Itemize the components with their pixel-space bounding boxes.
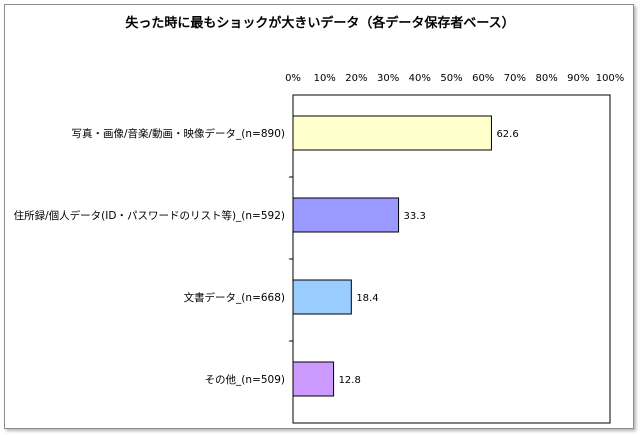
bar bbox=[292, 279, 352, 315]
category-label: 写真・画像/音楽/動画・映像データ_(n=890) bbox=[71, 127, 285, 140]
x-tick-label: 90% bbox=[567, 73, 589, 84]
bar-value-label: 33.3 bbox=[404, 211, 426, 222]
x-tick-label: 30% bbox=[377, 73, 399, 84]
x-tick-label: 0% bbox=[285, 73, 301, 84]
chart-title: 失った時に最もショックが大きいデータ（各データ保存者ベース） bbox=[125, 15, 514, 31]
x-tick-label: 60% bbox=[472, 73, 494, 84]
x-tick-label: 10% bbox=[314, 73, 336, 84]
chart-frame: 失った時に最もショックが大きいデータ（各データ保存者ベース） 0% 10% 20% 3… bbox=[4, 4, 634, 429]
bar bbox=[292, 115, 492, 151]
bar-chart: 失った時に最もショックが大きいデータ（各データ保存者ベース） 0% 10% 20% 3… bbox=[14, 15, 624, 424]
bar-value-label: 12.8 bbox=[339, 375, 361, 386]
x-axis-ticks: 0% 10% 20% 30% 40% 50% 60% 70% 80% 90% 100% bbox=[285, 73, 624, 84]
x-tick-label: 80% bbox=[535, 73, 557, 84]
x-tick-label: 50% bbox=[440, 73, 462, 84]
x-tick-label: 20% bbox=[345, 73, 367, 84]
bar-value-label: 18.4 bbox=[356, 293, 378, 304]
bar bbox=[292, 197, 400, 233]
category-label: 住所録/個人データ(ID・パスワードのリスト等)_(n=592) bbox=[14, 209, 285, 222]
x-tick-label: 40% bbox=[409, 73, 431, 84]
bars: 写真・画像/音楽/動画・映像データ_(n=890) 62.6 住所録/個人データ(I… bbox=[14, 115, 519, 397]
x-tick-label: 70% bbox=[504, 73, 526, 84]
bar bbox=[292, 361, 335, 397]
x-tick-label: 100% bbox=[596, 73, 625, 84]
bar-value-label: 62.6 bbox=[496, 129, 518, 140]
category-label: 文書データ_(n=668) bbox=[184, 291, 285, 304]
category-label: その他_(n=509) bbox=[205, 373, 285, 386]
